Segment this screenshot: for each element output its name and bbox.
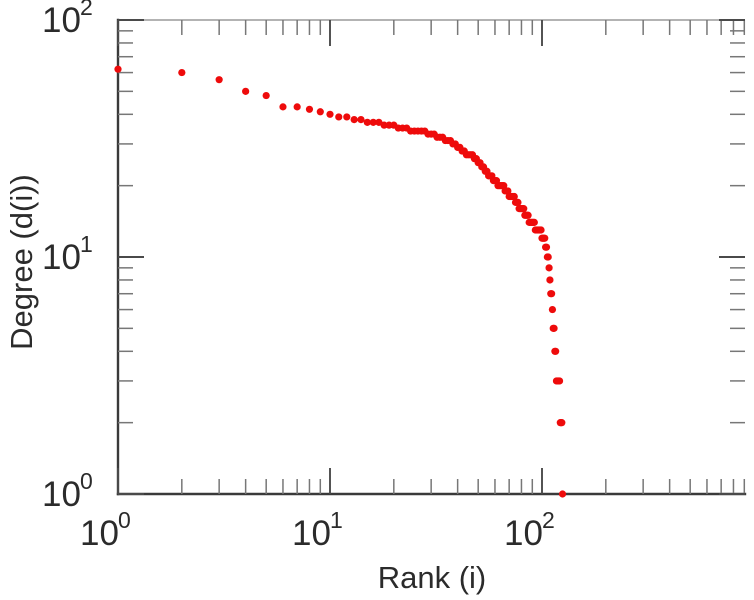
- data-point: [520, 205, 528, 213]
- data-point: [363, 118, 371, 126]
- svg-text:10: 10: [42, 1, 81, 40]
- data-point: [548, 305, 557, 314]
- data-point: [504, 187, 512, 195]
- data-point: [305, 105, 314, 113]
- data-point: [530, 218, 538, 226]
- tick-marks-layer: [117, 19, 746, 495]
- data-point: [542, 243, 551, 251]
- svg-text:2: 2: [542, 507, 555, 533]
- data-point: [357, 115, 365, 124]
- data-point: [293, 103, 301, 111]
- svg-text:Degree (d(i)): Degree (d(i)): [4, 174, 39, 350]
- svg-text:10: 10: [292, 514, 331, 553]
- data-point: [555, 377, 564, 385]
- axes-layer: [116, 18, 747, 496]
- y-tick-label-1: 10 1: [42, 231, 93, 277]
- data-point: [335, 113, 343, 121]
- x-tick-label-1: 10 1: [292, 507, 343, 553]
- data-point: [558, 490, 567, 498]
- svg-text:0: 0: [118, 507, 131, 533]
- data-point: [514, 198, 522, 206]
- data-point: [545, 264, 553, 272]
- y-axis-title: Degree (d(i)): [4, 174, 39, 350]
- data-points-layer: [114, 65, 567, 498]
- svg-text:1: 1: [330, 507, 343, 533]
- data-point: [114, 65, 122, 73]
- data-point: [550, 324, 558, 332]
- data-point: [510, 192, 518, 201]
- x-tick-label-0: 10 0: [80, 507, 131, 553]
- data-point: [242, 87, 250, 95]
- svg-text:10: 10: [42, 475, 81, 514]
- data-point: [375, 118, 383, 126]
- svg-text:1: 1: [80, 231, 93, 257]
- data-point: [548, 290, 556, 298]
- data-point: [326, 110, 334, 118]
- data-point: [544, 253, 552, 261]
- svg-text:Rank (i): Rank (i): [378, 560, 487, 595]
- data-point: [552, 347, 560, 355]
- data-point: [558, 419, 566, 427]
- x-tick-label-2: 10 2: [504, 507, 555, 553]
- data-point: [215, 76, 223, 84]
- data-point: [546, 276, 554, 284]
- svg-text:10: 10: [42, 238, 81, 277]
- data-point: [343, 113, 351, 121]
- svg-text:2: 2: [80, 0, 93, 20]
- y-tick-label-0: 10 0: [42, 468, 93, 514]
- tick-labels-layer: 10 0 10 1 10 210 010 110 2: [42, 0, 555, 553]
- data-point: [380, 121, 388, 129]
- svg-text:10: 10: [80, 514, 119, 553]
- data-point: [316, 108, 324, 116]
- data-point: [279, 103, 287, 111]
- svg-text:0: 0: [80, 468, 93, 494]
- svg-text:10: 10: [504, 514, 543, 553]
- data-point: [350, 115, 358, 124]
- y-tick-label-2: 10 2: [42, 0, 93, 40]
- x-axis-title: Rank (i): [378, 560, 487, 595]
- data-point: [369, 118, 377, 126]
- data-point: [524, 211, 532, 219]
- data-point: [262, 91, 270, 100]
- data-point: [178, 68, 186, 77]
- data-point: [537, 226, 545, 234]
- data-point: [541, 234, 549, 242]
